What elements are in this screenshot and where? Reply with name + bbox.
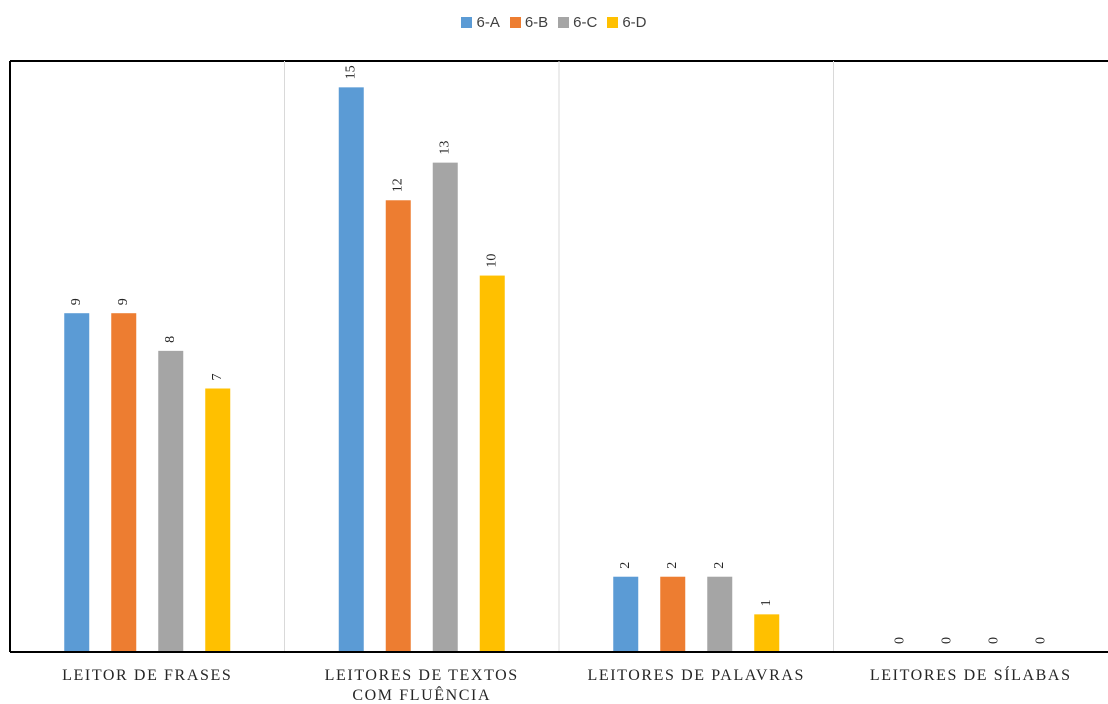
legend-label: 6-C [573, 13, 598, 31]
data-label: 0 [892, 637, 907, 644]
data-label: 2 [618, 562, 633, 569]
data-label: 0 [939, 637, 954, 644]
legend-label: 6-B [524, 13, 549, 31]
legend-label: 6-D [622, 13, 647, 31]
legend-swatch [461, 16, 473, 28]
data-label: 15 [343, 65, 358, 79]
legend-item: 6-C [558, 14, 597, 31]
data-label: 1 [759, 599, 774, 606]
data-label: 10 [484, 254, 499, 268]
bar [707, 576, 733, 652]
bar [432, 162, 458, 652]
data-label: 2 [712, 562, 727, 569]
data-label: 0 [986, 637, 1001, 644]
legend-swatch [558, 16, 570, 28]
bar [754, 614, 780, 652]
bar [385, 200, 411, 652]
legend-swatch [607, 16, 619, 28]
data-label: 8 [163, 336, 178, 343]
category-label: LEITORES DE SÍLABAS [870, 665, 1072, 684]
bar [660, 576, 686, 652]
bar [64, 313, 90, 652]
legend-item: 6-B [509, 13, 549, 31]
category-label: LEITOR DE FRASES [62, 667, 232, 684]
data-label: 13 [437, 141, 452, 155]
category-label: COM FLUÊNCIA [352, 685, 491, 704]
data-label: 2 [665, 562, 680, 569]
bar [111, 313, 137, 652]
category-label: LEITORES DE PALAVRAS [587, 667, 805, 684]
data-label: 9 [69, 298, 84, 305]
bar [158, 350, 184, 652]
bar [205, 388, 231, 652]
data-label: 0 [1033, 637, 1048, 644]
data-label: 12 [390, 178, 405, 192]
legend-label: 6-A [476, 13, 500, 31]
legend-item: 6-D [607, 13, 647, 31]
data-label: 7 [210, 373, 225, 380]
chart-legend: 6-A 6-B 6-C 6-D [0, 10, 1108, 34]
data-label: 9 [116, 298, 131, 305]
legend-swatch [509, 16, 521, 28]
bar [613, 576, 639, 652]
bar [338, 87, 364, 652]
category-label: LEITORES DE TEXTOS [325, 667, 519, 684]
bar [479, 275, 505, 652]
legend-item: 6-A [461, 13, 500, 31]
